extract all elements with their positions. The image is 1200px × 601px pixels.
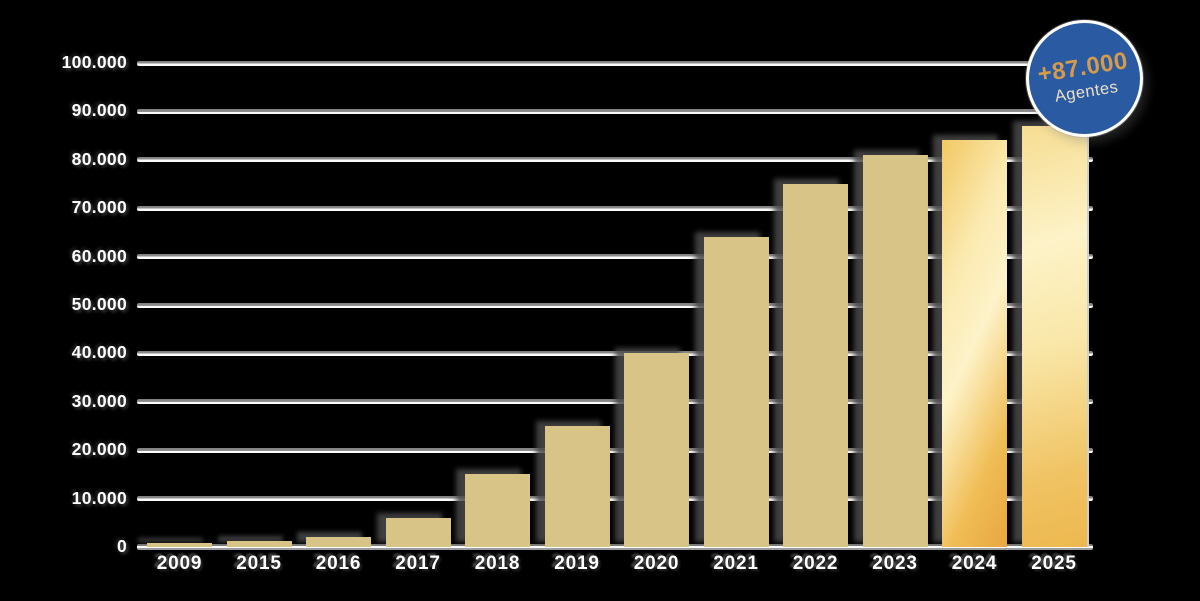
y-axis-tick-label-100.000: 100.000 xyxy=(61,52,127,73)
x-axis-label-2023: 2023 xyxy=(872,553,918,574)
y-axis-tick-label-20.000: 20.000 xyxy=(71,439,127,460)
bar-2024 xyxy=(942,140,1007,547)
x-axis-label-2015: 2015 xyxy=(236,553,282,574)
x-axis-label-2021: 2021 xyxy=(713,553,759,574)
bar-2021 xyxy=(703,237,769,547)
bar-2025 xyxy=(1021,125,1089,547)
bar-2023 xyxy=(862,154,928,547)
x-axis-label-2020: 2020 xyxy=(633,553,680,574)
bar-2009 xyxy=(147,543,212,547)
y-axis-tick-label-50.000: 50.000 xyxy=(71,294,127,315)
gridline-10.000 xyxy=(137,496,1093,502)
y-axis-tick-label-70.000: 70.000 xyxy=(71,197,127,218)
gridline-60.000 xyxy=(137,254,1093,260)
y-axis-tick-label-30.000: 30.000 xyxy=(71,390,127,411)
x-axis-label-2017: 2017 xyxy=(395,553,441,574)
x-axis-label-2016: 2016 xyxy=(315,553,362,574)
x-axis-label-2018: 2018 xyxy=(474,553,521,574)
x-axis-label-2009: 2009 xyxy=(156,553,203,574)
gridline-70.000 xyxy=(137,205,1093,211)
y-axis-tick-label-40.000: 40.000 xyxy=(71,342,127,363)
y-axis-tick-label-60.000: 60.000 xyxy=(71,245,127,266)
x-axis-label-2019: 2019 xyxy=(554,553,600,574)
gridline-80.000 xyxy=(137,157,1093,163)
y-axis-tick-label-10.000: 10.000 xyxy=(71,487,127,508)
gridline-40.000 xyxy=(137,350,1093,356)
bar-2019 xyxy=(544,426,610,547)
y-axis-tick-label-80.000: 80.000 xyxy=(71,148,127,169)
bar-2016 xyxy=(306,537,371,547)
gridline-100.000 xyxy=(137,60,1093,66)
y-axis-tick-label-90.000: 90.000 xyxy=(71,100,127,121)
x-axis-label-2024: 2024 xyxy=(951,553,998,574)
gridline-50.000 xyxy=(137,302,1093,308)
y-axis-tick-label-0: 0 xyxy=(116,536,127,557)
badge-content: +87.000 Agentes xyxy=(1036,47,1133,109)
x-axis-label-2025: 2025 xyxy=(1031,553,1077,574)
gridline-90.000 xyxy=(137,108,1093,114)
bar-2015 xyxy=(226,541,292,547)
bar-2022 xyxy=(783,184,848,547)
x-axis-label-2022: 2022 xyxy=(792,553,839,574)
gridline-30.000 xyxy=(137,399,1093,405)
x-axis-baseline xyxy=(137,544,1093,550)
bar-2020 xyxy=(624,353,689,547)
gridline-20.000 xyxy=(137,447,1093,453)
agents-count-badge: +87.000 Agentes xyxy=(1026,20,1143,137)
bar-2017 xyxy=(385,517,451,547)
bar-2018 xyxy=(465,474,530,547)
